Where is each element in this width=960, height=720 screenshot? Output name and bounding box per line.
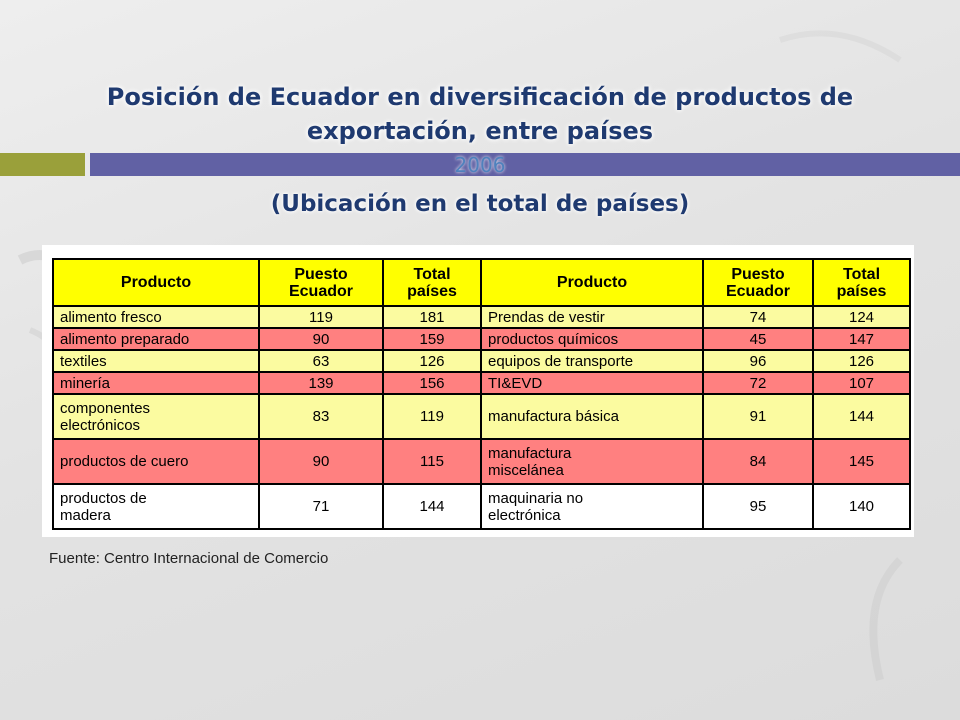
cell-producto-left: minería — [52, 371, 260, 395]
table-row: productos de madera 71 144 maquinaria no el… — [52, 483, 911, 530]
header-producto-right: Producto — [480, 258, 704, 307]
cell-total-left: 126 — [382, 349, 482, 373]
source-note: Fuente: Centro Internacional de Comercio — [49, 550, 329, 567]
cell-total-left: 181 — [382, 305, 482, 329]
cell-producto-left: componentes electrónicos — [52, 393, 260, 440]
slide-year: 2006 — [454, 153, 506, 177]
table-row: alimento fresco 119 181 Prendas de vestir 74… — [52, 305, 911, 329]
table-row: alimento preparado 90 159 productos químico… — [52, 327, 911, 351]
cell-total-left: 115 — [382, 438, 482, 485]
table-row: productos de cuero 90 115 manufactura misce… — [52, 438, 911, 485]
cell-producto-right: maquinaria no electrónica — [480, 483, 704, 530]
header-total-left: Total países — [382, 258, 482, 307]
cell-producto-left: textiles — [52, 349, 260, 373]
cell-puesto-right: 74 — [702, 305, 814, 329]
cell-puesto-left: 119 — [258, 305, 384, 329]
cell-puesto-left: 63 — [258, 349, 384, 373]
cell-producto-left: productos de madera — [52, 483, 260, 530]
cell-total-right: 126 — [812, 349, 911, 373]
cell-total-right: 140 — [812, 483, 911, 530]
cell-producto-left: alimento preparado — [52, 327, 260, 351]
accent-bar-green — [0, 153, 85, 176]
header-puesto-right: Puesto Ecuador — [702, 258, 814, 307]
cell-producto-right: productos químicos — [480, 327, 704, 351]
cell-puesto-left: 139 — [258, 371, 384, 395]
cell-total-left: 144 — [382, 483, 482, 530]
slide-title-line1: Posición de Ecuador en diversificación d… — [106, 83, 854, 111]
cell-puesto-left: 90 — [258, 438, 384, 485]
header-producto-left: Producto — [52, 258, 260, 307]
cell-producto-left: productos de cuero — [52, 438, 260, 485]
ranking-table: Producto Puesto Ecuador Total países Pro… — [52, 258, 911, 530]
cell-producto-right: TI&EVD — [480, 371, 704, 395]
header-total-right: Total países — [812, 258, 911, 307]
table-row: minería 139 156 TI&EVD 72 107 — [52, 371, 911, 395]
table-row: componentes electrónicos 83 119 manufactura… — [52, 393, 911, 440]
cell-puesto-right: 91 — [702, 393, 814, 440]
cell-producto-right: manufactura básica — [480, 393, 704, 440]
cell-puesto-right: 72 — [702, 371, 814, 395]
cell-puesto-left: 90 — [258, 327, 384, 351]
cell-producto-right: Prendas de vestir — [480, 305, 704, 329]
cell-total-left: 159 — [382, 327, 482, 351]
cell-total-right: 145 — [812, 438, 911, 485]
accent-bar-blue — [90, 153, 960, 176]
cell-puesto-left: 83 — [258, 393, 384, 440]
header-puesto-left: Puesto Ecuador — [258, 258, 384, 307]
cell-total-left: 119 — [382, 393, 482, 440]
cell-total-left: 156 — [382, 371, 482, 395]
cell-total-right: 147 — [812, 327, 911, 351]
accent-bar-separator — [85, 153, 90, 176]
cell-producto-right: equipos de transporte — [480, 349, 704, 373]
cell-total-right: 144 — [812, 393, 911, 440]
cell-puesto-right: 84 — [702, 438, 814, 485]
cell-total-right: 107 — [812, 371, 911, 395]
cell-puesto-right: 96 — [702, 349, 814, 373]
cell-puesto-right: 45 — [702, 327, 814, 351]
cell-producto-left: alimento fresco — [52, 305, 260, 329]
slide-title-line2: exportación, entre países — [306, 117, 654, 145]
table-row: textiles 63 126 equipos de transporte 96 126 — [52, 349, 911, 373]
table-container: Producto Puesto Ecuador Total países Pro… — [42, 245, 914, 537]
cell-producto-right: manufactura miscelánea — [480, 438, 704, 485]
table-header-row: Producto Puesto Ecuador Total países Pro… — [52, 258, 911, 307]
cell-puesto-right: 95 — [702, 483, 814, 530]
slide-subtitle: (Ubicación en el total de países) — [270, 191, 690, 217]
cell-total-right: 124 — [812, 305, 911, 329]
cell-puesto-left: 71 — [258, 483, 384, 530]
